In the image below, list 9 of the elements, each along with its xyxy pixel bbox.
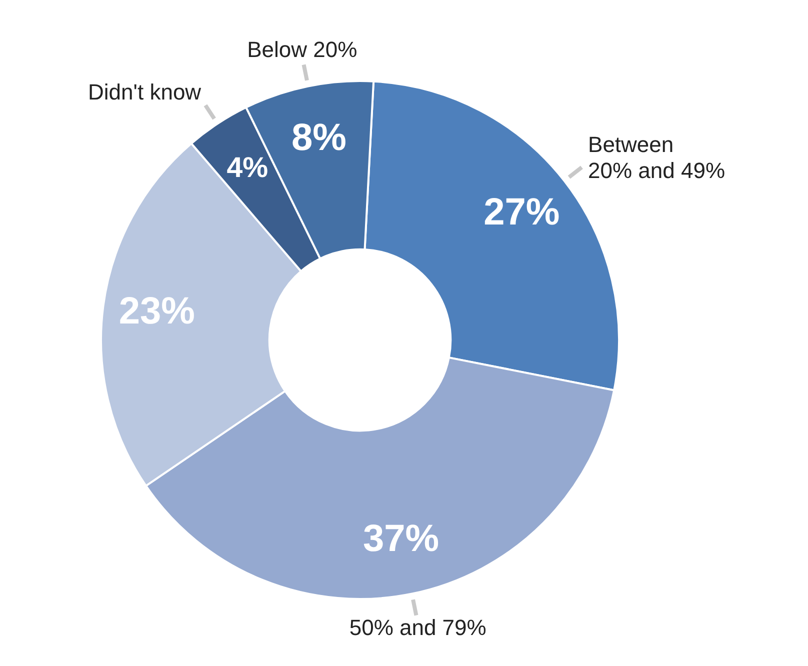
data-label: 4% [226,152,268,184]
slice-label: Below 20% [247,37,358,62]
data-label: 37% [362,518,440,560]
slice-label: Didn't know [88,80,202,105]
data-label: 8% [292,116,346,159]
data-label: 23% [118,290,195,333]
data-label: 27% [484,192,560,234]
slice-label: Between 20% and 49% [588,132,726,183]
slice-label: 50% and 79% [349,615,486,640]
